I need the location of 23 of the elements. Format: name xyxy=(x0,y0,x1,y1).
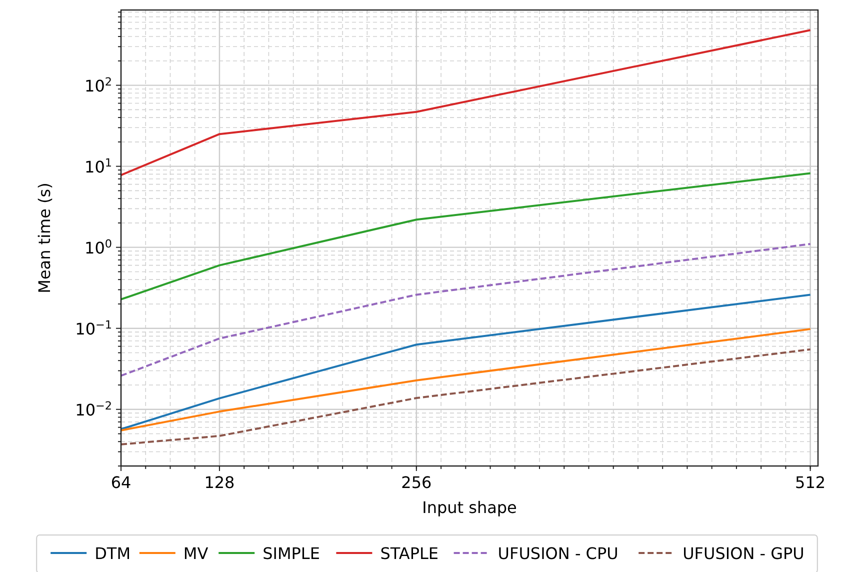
line-series xyxy=(121,348,812,446)
legend-label: STAPLE xyxy=(380,544,439,563)
line-series xyxy=(121,294,812,430)
line-series xyxy=(121,328,812,432)
x-axis-title: Input shape xyxy=(422,498,517,517)
y-tick-label: 10$^{0}$ xyxy=(84,236,112,258)
legend-label: MV xyxy=(183,544,208,563)
y-tick-label: 10$^{2}$ xyxy=(84,74,112,96)
legend-label: SIMPLE xyxy=(262,544,320,563)
x-tick-label: 256 xyxy=(401,473,432,492)
y-tick-label: 10$^{−2}$ xyxy=(75,398,112,420)
legend-label: UFUSION - CPU xyxy=(498,544,618,563)
x-tick-label: 128 xyxy=(204,473,235,492)
line-series xyxy=(121,242,812,377)
x-tick-label: 512 xyxy=(795,473,826,492)
x-tick-label: 64 xyxy=(110,473,132,492)
y-tick-label: 10$^{−1}$ xyxy=(75,318,112,338)
y-axis-title: Mean time (s) xyxy=(35,182,54,294)
y-tick-label: 10$^{1}$ xyxy=(84,156,112,176)
line-series xyxy=(121,29,812,176)
line-series xyxy=(121,172,812,300)
legend-label: UFUSION - GPU xyxy=(682,544,804,563)
legend-label: DTM xyxy=(94,544,131,563)
